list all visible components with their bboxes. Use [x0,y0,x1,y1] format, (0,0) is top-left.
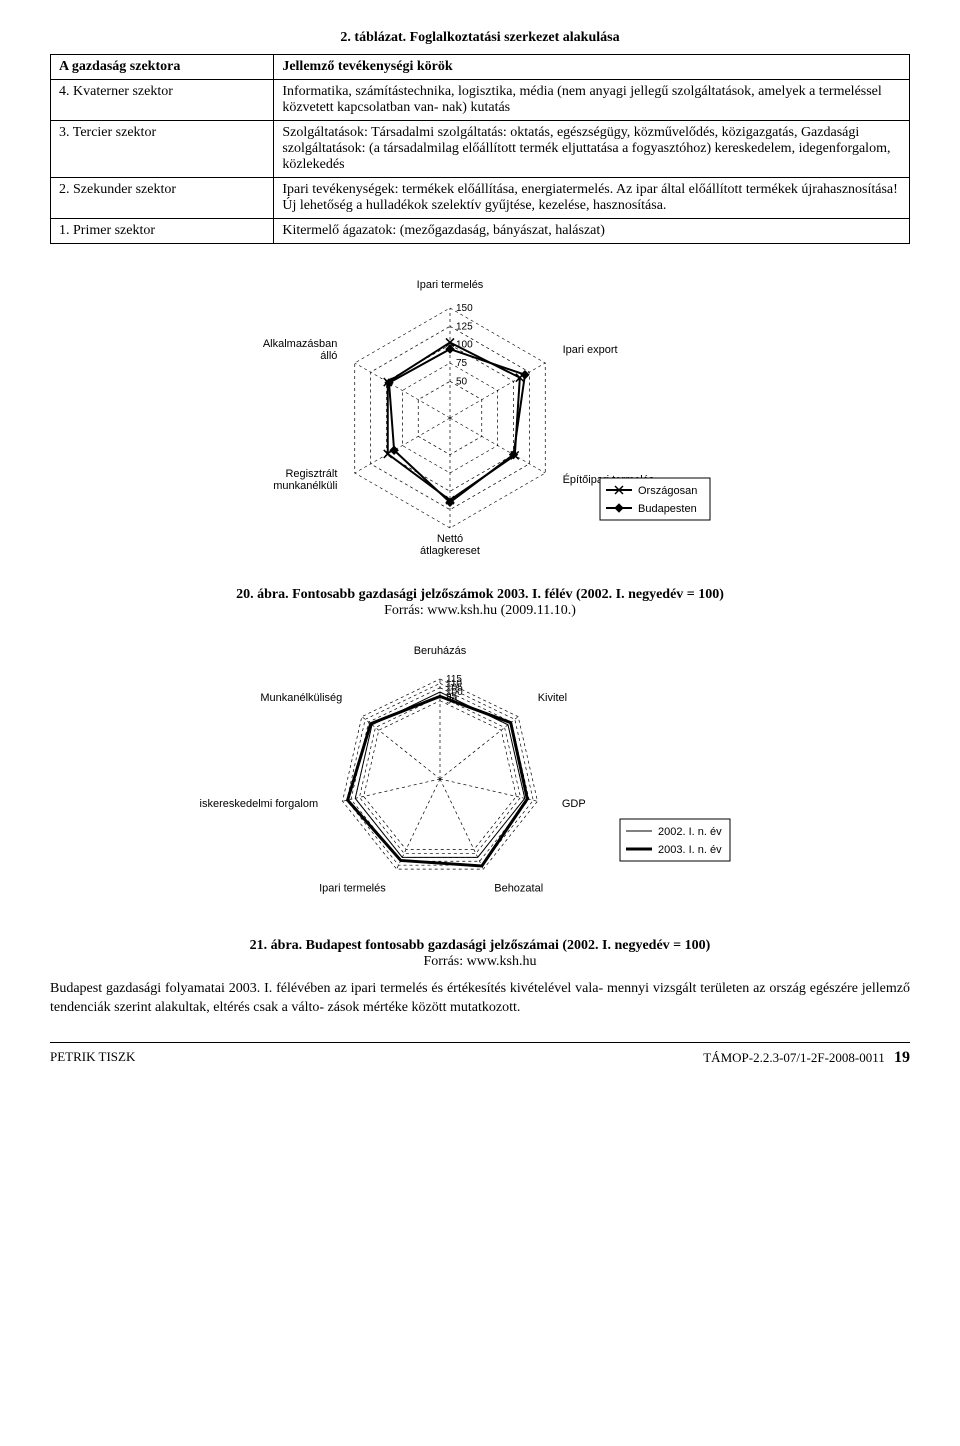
table-title: 2. táblázat. Foglalkoztatási szerkezet a… [50,30,910,46]
svg-text:Alkalmazásban: Alkalmazásban [263,338,338,350]
svg-text:Regisztrált: Regisztrált [285,468,337,480]
svg-text:Országosan: Országosan [638,485,697,497]
chart2-caption: 21. ábra. Budapest fontosabb gazdasági j… [50,938,910,954]
radar-chart-1: 5075100125150Ipari termelésIpari exportÉ… [230,258,730,578]
cell-sector: 3. Tercier szektor [51,121,274,178]
svg-text:150: 150 [456,303,473,314]
body-paragraph: Budapest gazdasági folyamatai 2003. I. f… [50,980,910,1018]
chart2-source: Forrás: www.ksh.hu [50,954,910,970]
table-row: 4. Kvaterner szektorInformatika, számítá… [51,80,910,121]
svg-text:Ipari termelés: Ipari termelés [319,883,386,895]
chart1-caption: 20. ábra. Fontosabb gazdasági jelzőszámo… [50,587,910,603]
page-footer: PETRIK TISZK TÁMOP-2.2.3-07/1-2F-2008-00… [50,1042,910,1067]
svg-text:álló: álló [320,350,337,362]
cell-desc: Kitermelő ágazatok: (mezőgazdaság, bányá… [274,219,910,244]
svg-text:Kiskereskedelmi forgalom: Kiskereskedelmi forgalom [200,798,318,810]
cell-sector: 4. Kvaterner szektor [51,80,274,121]
svg-text:Beruházás: Beruházás [414,645,467,657]
radar-chart-2: 9095100105110115BeruházásKivitelGDPBehoz… [200,629,760,929]
chart2-container: 9095100105110115BeruházásKivitelGDPBehoz… [50,629,910,934]
footer-right: TÁMOP-2.2.3-07/1-2F-2008-0011 19 [703,1049,910,1067]
svg-text:115: 115 [446,674,462,685]
svg-text:Nettó: Nettó [437,533,463,545]
table-row: 2. Szekunder szektorIpari tevékenységek:… [51,178,910,219]
svg-text:munkanélküli: munkanélküli [273,480,337,492]
svg-text:75: 75 [456,358,468,369]
chart1-source: Forrás: www.ksh.hu (2009.11.10.) [50,603,910,619]
cell-desc: Szolgáltatások: Társadalmi szolgáltatás:… [274,121,910,178]
cell-desc: Informatika, számítástechnika, logisztik… [274,80,910,121]
svg-text:Budapesten: Budapesten [638,503,697,515]
footer-code: TÁMOP-2.2.3-07/1-2F-2008-0011 [703,1050,885,1065]
svg-text:Ipari termelés: Ipari termelés [417,279,484,291]
cell-sector: 1. Primer szektor [51,219,274,244]
svg-text:Munkanélküliség: Munkanélküliség [260,692,342,704]
footer-left: PETRIK TISZK [50,1049,135,1067]
svg-text:Behozatal: Behozatal [494,883,543,895]
table-row: 1. Primer szektorKitermelő ágazatok: (me… [51,219,910,244]
cell-sector: 2. Szekunder szektor [51,178,274,219]
col-header-desc: Jellemző tevékenységi körök [274,55,910,80]
table-row: 3. Tercier szektorSzolgáltatások: Társad… [51,121,910,178]
page-number: 19 [894,1049,910,1066]
svg-text:2002. I. n. év: 2002. I. n. év [658,826,722,838]
svg-text:50: 50 [456,376,468,387]
chart1-container: 5075100125150Ipari termelésIpari exportÉ… [50,258,910,583]
svg-text:125: 125 [456,321,473,332]
svg-text:átlagkereset: átlagkereset [420,545,480,557]
svg-text:2003. I. n. év: 2003. I. n. év [658,844,722,856]
cell-desc: Ipari tevékenységek: termékek előállítás… [274,178,910,219]
svg-text:Ipari export: Ipari export [563,344,618,356]
svg-text:Kivitel: Kivitel [538,692,567,704]
col-header-sector: A gazdaság szektora [51,55,274,80]
svg-text:GDP: GDP [562,798,586,810]
sector-table: A gazdaság szektora Jellemző tevékenység… [50,54,910,244]
